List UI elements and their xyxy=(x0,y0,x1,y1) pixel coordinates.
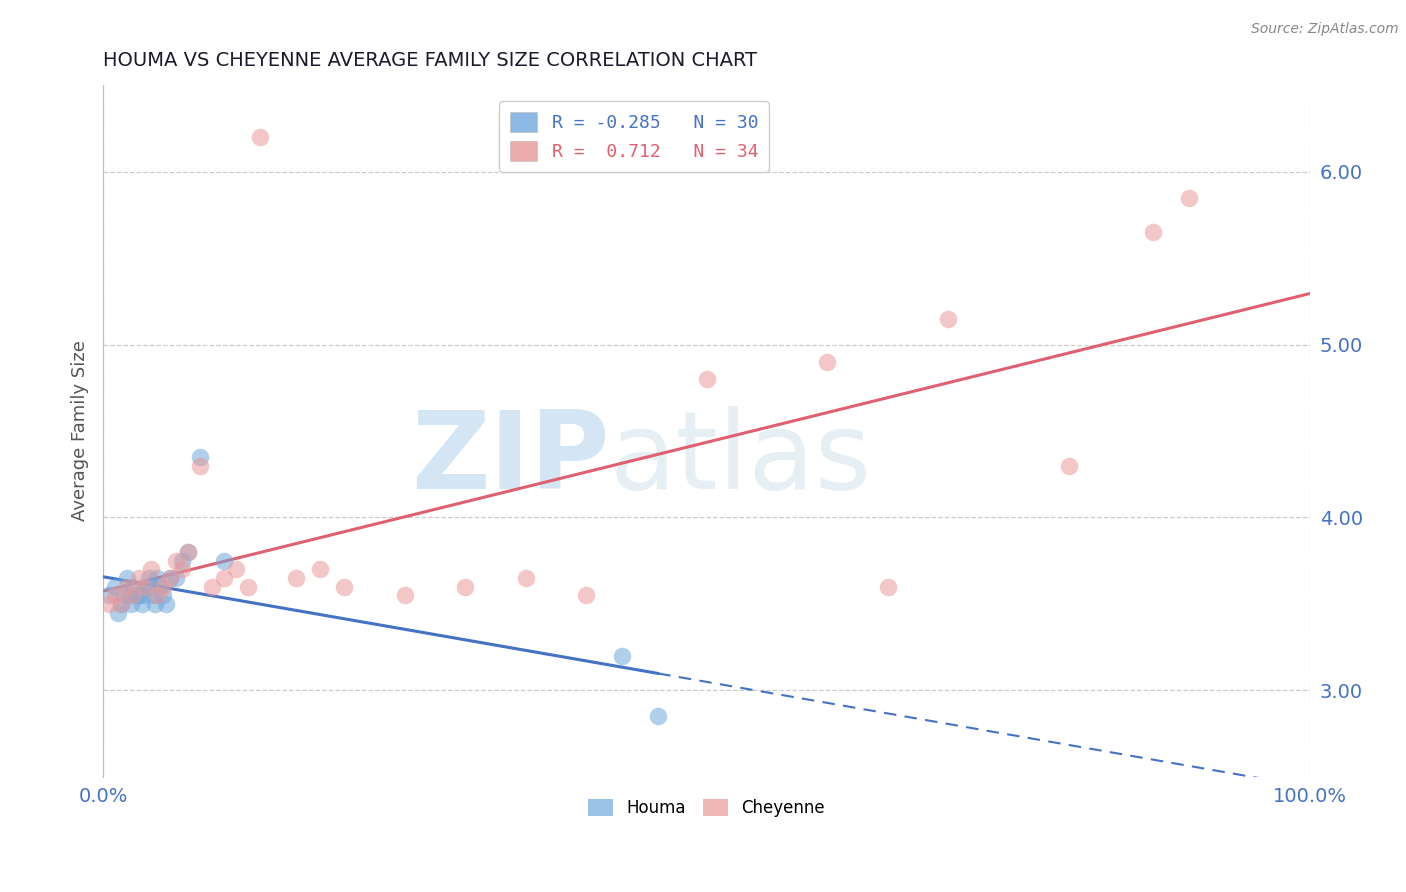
Text: HOUMA VS CHEYENNE AVERAGE FAMILY SIZE CORRELATION CHART: HOUMA VS CHEYENNE AVERAGE FAMILY SIZE CO… xyxy=(103,51,758,70)
Point xyxy=(122,588,145,602)
Point xyxy=(149,580,172,594)
Point xyxy=(159,571,181,585)
Legend: Houma, Cheyenne: Houma, Cheyenne xyxy=(582,792,831,824)
Point xyxy=(128,571,150,585)
Point xyxy=(1142,225,1164,239)
Point xyxy=(936,311,959,326)
Point xyxy=(117,580,139,594)
Point xyxy=(1057,458,1080,473)
Point xyxy=(176,545,198,559)
Y-axis label: Average Family Size: Average Family Size xyxy=(72,341,89,522)
Point xyxy=(134,580,156,594)
Point xyxy=(142,588,165,602)
Point xyxy=(104,588,127,602)
Point xyxy=(132,588,155,602)
Point xyxy=(249,130,271,145)
Point xyxy=(110,597,132,611)
Text: Source: ZipAtlas.com: Source: ZipAtlas.com xyxy=(1251,22,1399,37)
Point xyxy=(104,580,127,594)
Point xyxy=(515,571,537,585)
Point xyxy=(117,571,139,585)
Point xyxy=(131,597,153,611)
Point xyxy=(201,580,224,594)
Point xyxy=(170,562,193,576)
Point xyxy=(125,588,148,602)
Point xyxy=(152,588,174,602)
Point xyxy=(212,571,235,585)
Point xyxy=(696,372,718,386)
Point xyxy=(647,709,669,723)
Point xyxy=(575,588,598,602)
Point xyxy=(134,580,156,594)
Point xyxy=(876,580,898,594)
Text: ZIP: ZIP xyxy=(412,406,610,512)
Point xyxy=(152,580,174,594)
Point xyxy=(815,355,838,369)
Point xyxy=(165,571,187,585)
Point xyxy=(610,648,633,663)
Point xyxy=(141,562,163,576)
Point xyxy=(212,554,235,568)
Point xyxy=(118,588,141,602)
Point xyxy=(138,571,160,585)
Point xyxy=(454,580,477,594)
Point xyxy=(159,571,181,585)
Point xyxy=(98,588,121,602)
Point xyxy=(309,562,332,576)
Point xyxy=(143,597,166,611)
Point xyxy=(394,588,416,602)
Point xyxy=(188,458,211,473)
Point xyxy=(236,580,259,594)
Text: atlas: atlas xyxy=(610,406,872,512)
Point xyxy=(112,588,135,602)
Point xyxy=(165,554,187,568)
Point xyxy=(333,580,356,594)
Point xyxy=(107,606,129,620)
Point xyxy=(122,580,145,594)
Point xyxy=(146,588,169,602)
Point xyxy=(146,571,169,585)
Point xyxy=(98,597,121,611)
Point xyxy=(110,597,132,611)
Point xyxy=(155,597,177,611)
Point xyxy=(170,554,193,568)
Point xyxy=(141,580,163,594)
Point xyxy=(128,588,150,602)
Point xyxy=(225,562,247,576)
Point xyxy=(176,545,198,559)
Point xyxy=(120,597,142,611)
Point xyxy=(1178,190,1201,204)
Point xyxy=(285,571,308,585)
Point xyxy=(188,450,211,464)
